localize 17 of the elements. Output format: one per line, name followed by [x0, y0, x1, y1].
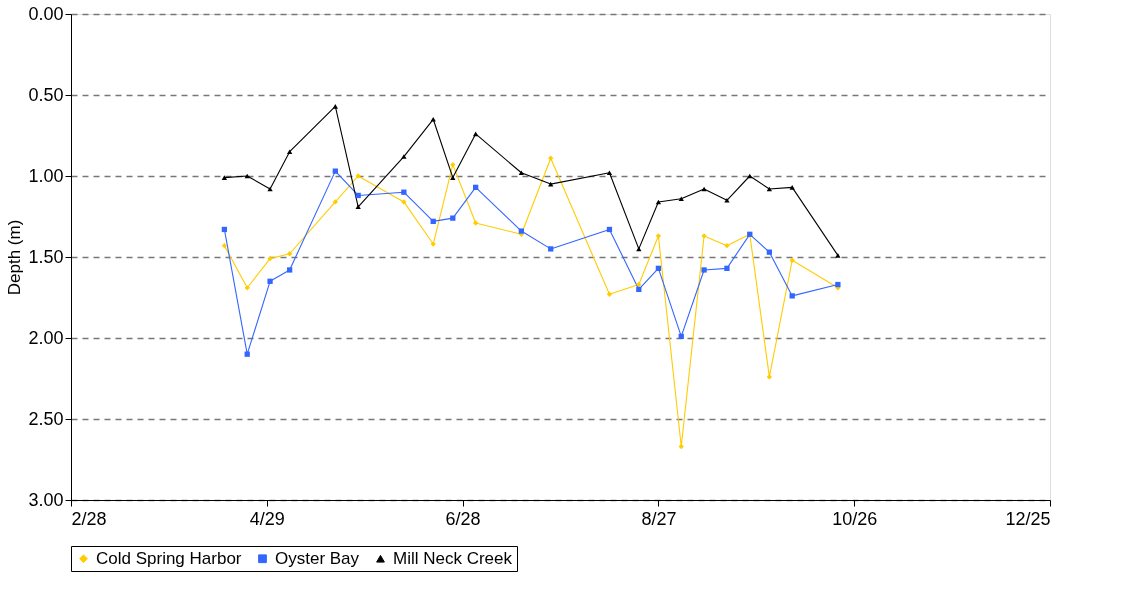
x-tick-label: 12/25	[1005, 508, 1051, 529]
y-tick-label: 0.50	[28, 84, 64, 105]
x-tick-label: 4/29	[249, 508, 285, 529]
y-tick-label: 2.50	[28, 408, 64, 429]
y-tick-label: 2.00	[28, 327, 64, 348]
x-tick-label: 6/28	[445, 508, 481, 529]
y-axis-title: Depth (m)	[5, 219, 25, 296]
y-tick-label: 3.00	[28, 489, 64, 510]
x-tick-label: 10/26	[832, 508, 878, 529]
x-tick-label: 8/27	[641, 508, 677, 529]
legend-label: Mill Neck Creek	[393, 548, 513, 568]
legend-label: Cold Spring Harbor	[96, 548, 242, 568]
y-tick-label: 1.50	[28, 246, 64, 267]
legend-label: Oyster Bay	[275, 548, 360, 568]
x-tick-label: 2/28	[71, 508, 107, 529]
y-tick-label: 1.00	[28, 165, 64, 186]
y-tick-label: 0.00	[28, 3, 64, 24]
